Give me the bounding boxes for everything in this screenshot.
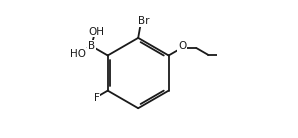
Text: OH: OH (88, 27, 104, 37)
Text: F: F (94, 93, 100, 103)
Text: O: O (178, 41, 186, 51)
Text: Br: Br (138, 16, 149, 26)
Text: HO: HO (70, 49, 86, 59)
Text: B: B (88, 41, 95, 51)
